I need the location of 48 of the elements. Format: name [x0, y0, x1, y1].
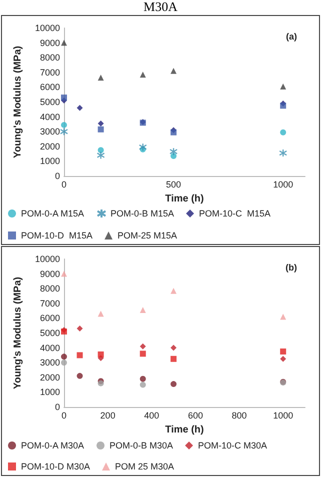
x-tick-label: 800	[232, 410, 247, 420]
x-tick-label: 600	[188, 410, 203, 420]
y-tick-label: 3000	[40, 358, 60, 368]
y-tick-label: 4000	[40, 112, 60, 122]
legend-label: POM-0-B M30A	[110, 440, 174, 450]
y-tick-label: 7000	[40, 67, 60, 78]
y-tick-label: 0	[54, 402, 60, 412]
y-tick-label: 6000	[40, 82, 60, 92]
y-axis-title: Young's Modulus (MPa)	[12, 276, 24, 390]
legend-label: POM-10-C M30A	[198, 440, 268, 450]
legend-label: POM-10-C M15A	[199, 208, 271, 218]
x-tick-label: 500	[166, 180, 182, 190]
legend-label: POM-0-A M15A	[21, 208, 84, 218]
legend-label: POM 25 M30A	[115, 462, 174, 472]
y-tick-label: 10000	[34, 23, 60, 33]
x-tick-label: 200	[100, 410, 116, 420]
y-tick-label: 3000	[40, 126, 60, 137]
y-tick-label: 9000	[40, 38, 60, 48]
x-tick-label: 1000	[273, 180, 294, 190]
x-tick-label: 0	[61, 410, 67, 420]
legend-label: POM-10-D M15A	[21, 230, 93, 240]
x-axis-title: Time (h)	[165, 424, 204, 436]
x-tick-label: 400	[144, 410, 160, 420]
y-tick-label: 8000	[40, 52, 60, 63]
annotation: (a)	[286, 32, 298, 42]
y-tick-label: 6000	[40, 313, 60, 324]
legend-label: POM-10-D M30A	[21, 462, 90, 472]
y-tick-label: 2000	[40, 372, 60, 382]
y-tick-label: 0	[54, 171, 60, 181]
y-tick-label: 10000	[34, 254, 60, 264]
x-tick-label: 1000	[273, 410, 294, 420]
y-tick-label: 5000	[40, 328, 60, 338]
x-axis-title: Time (h)	[165, 193, 204, 204]
legend-label: POM-25 M15A	[118, 230, 178, 240]
chart-title: M30A	[142, 0, 178, 14]
y-tick-label: 1000	[40, 387, 60, 398]
y-tick-label: 2000	[40, 141, 60, 152]
y-tick-label: 8000	[40, 284, 60, 294]
x-tick-label: 0	[61, 180, 67, 190]
y-tick-label: 9000	[40, 268, 60, 279]
legend-label: POM-0-B M15A	[110, 208, 174, 218]
y-tick-label: 4000	[40, 342, 60, 353]
y-tick-label: 7000	[40, 298, 60, 308]
legend-label: POM-0-A M30A	[21, 440, 84, 450]
y-tick-label: 5000	[40, 97, 60, 107]
annotation: (b)	[286, 262, 298, 272]
y-tick-label: 1000	[40, 156, 60, 166]
y-axis-title: Young's Modulus (MPa)	[12, 46, 24, 158]
